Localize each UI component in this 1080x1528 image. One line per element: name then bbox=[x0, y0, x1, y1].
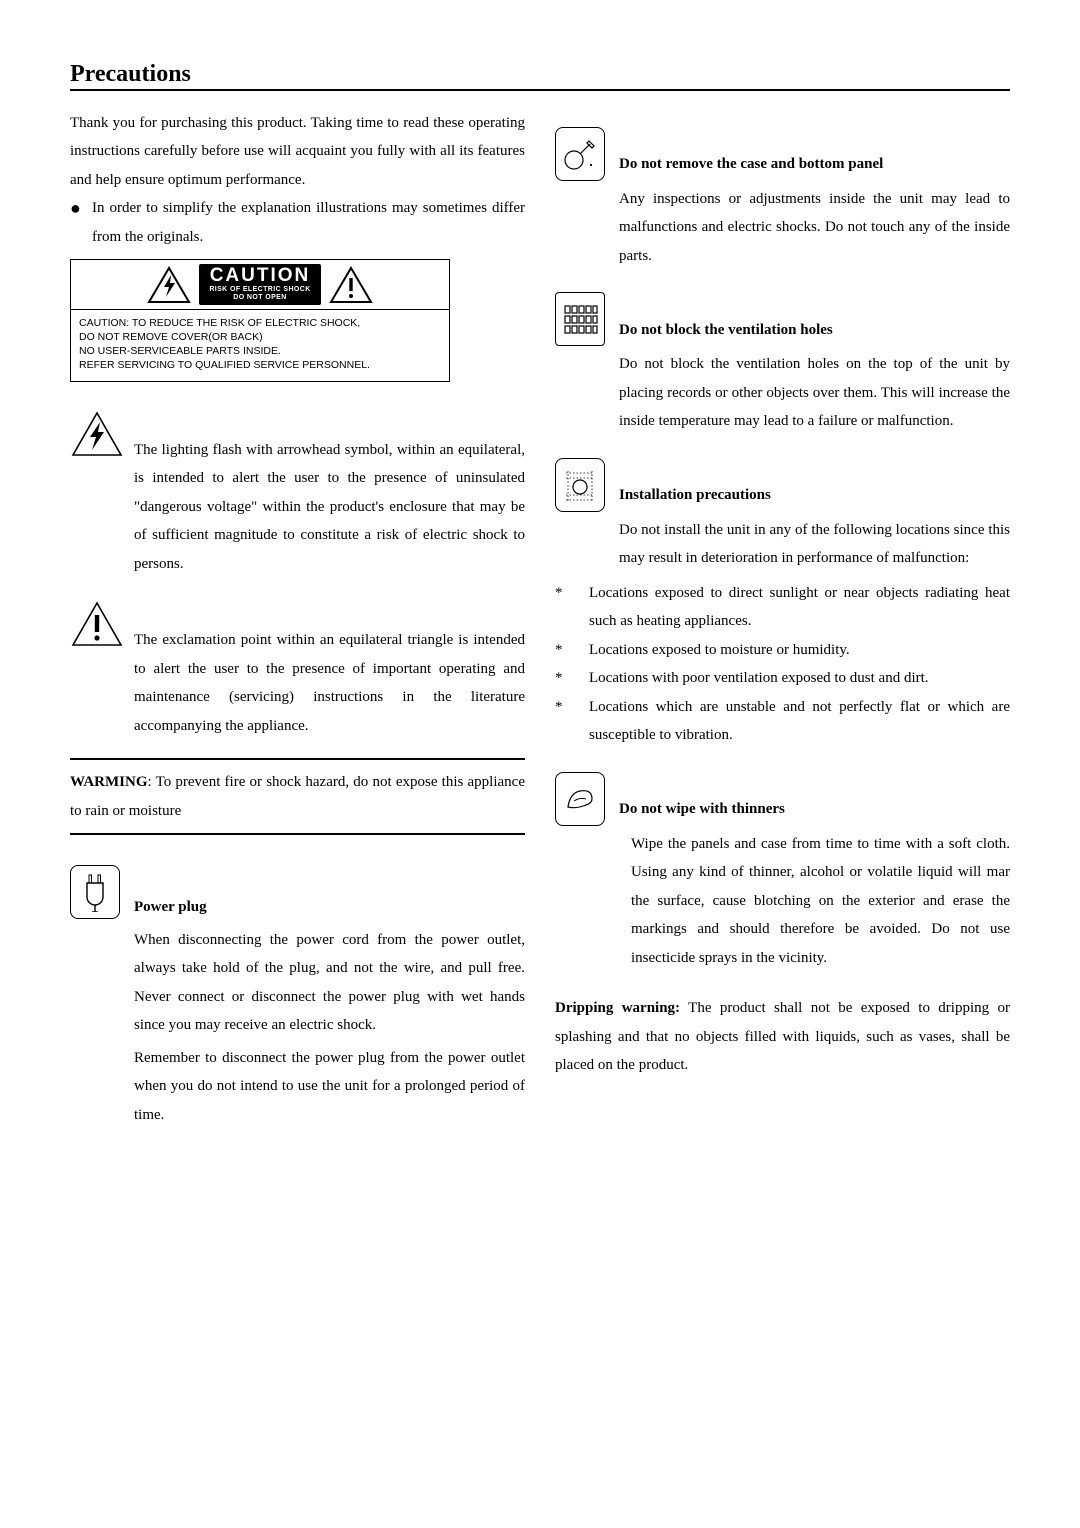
caution-sm-line1: RISK OF ELECTRIC SHOCK bbox=[209, 286, 310, 293]
divider bbox=[70, 758, 525, 760]
ventilation-title: Do not block the ventilation holes bbox=[619, 316, 833, 347]
list-item-text: Locations exposed to direct sunlight or … bbox=[589, 579, 1010, 636]
thinners-body: Wipe the panels and case from time to ti… bbox=[555, 830, 1010, 973]
exclamation-triangle-large-icon bbox=[70, 600, 124, 648]
case-panel-title: Do not remove the case and bottom panel bbox=[619, 150, 883, 181]
power-plug-p1: When disconnecting the power cord from t… bbox=[134, 926, 525, 1040]
caution-bottom-4: REFER SERVICING TO QUALIFIED SERVICE PER… bbox=[79, 358, 441, 372]
power-plug-p2: Remember to disconnect the power plug fr… bbox=[134, 1044, 525, 1130]
page-title: Precautions bbox=[70, 60, 193, 89]
power-plug-title: Power plug bbox=[134, 893, 525, 922]
installation-icon bbox=[555, 458, 605, 512]
bullet-marker: ● bbox=[70, 194, 92, 251]
caution-bottom-3: NO USER-SERVICEABLE PARTS INSIDE. bbox=[79, 344, 441, 358]
star-marker: * bbox=[555, 579, 589, 636]
caution-bottom-1: CAUTION: TO REDUCE THE RISK OF ELECTRIC … bbox=[79, 316, 441, 330]
ventilation-body: Do not block the ventilation holes on th… bbox=[555, 350, 1010, 436]
installation-title: Installation precautions bbox=[619, 481, 771, 512]
list-item-text: Locations which are unstable and not per… bbox=[589, 693, 1010, 750]
list-item-text: Locations with poor ventilation exposed … bbox=[589, 664, 1010, 693]
divider bbox=[70, 833, 525, 835]
list-item: *Locations exposed to direct sunlight or… bbox=[555, 579, 1010, 636]
lightning-symbol-text: The lighting flash with arrowhead symbol… bbox=[134, 410, 525, 579]
warming-paragraph: WARMING: To prevent fire or shock hazard… bbox=[70, 768, 525, 825]
caution-bottom-2: DO NOT REMOVE COVER(OR BACK) bbox=[79, 330, 441, 344]
exclamation-symbol-text: The exclamation point within an equilate… bbox=[134, 600, 525, 740]
star-marker: * bbox=[555, 664, 589, 693]
star-marker: * bbox=[555, 693, 589, 750]
installation-body: Do not install the unit in any of the fo… bbox=[555, 516, 1010, 573]
list-item: *Locations with poor ventilation exposed… bbox=[555, 664, 1010, 693]
caution-sm-line2: DO NOT OPEN bbox=[209, 294, 310, 301]
caution-big-label: CAUTION bbox=[209, 266, 310, 286]
hand-wipe-icon bbox=[555, 772, 605, 826]
dripping-warning: Dripping warning: The product shall not … bbox=[555, 994, 1010, 1080]
screwdriver-icon bbox=[555, 127, 605, 181]
intro-text: Thank you for purchasing this product. T… bbox=[70, 109, 525, 195]
lightning-triangle-large-icon bbox=[70, 410, 124, 458]
exclamation-triangle-icon bbox=[329, 266, 373, 304]
list-item: *Locations which are unstable and not pe… bbox=[555, 693, 1010, 750]
bullet-text: In order to simplify the explanation ill… bbox=[92, 194, 525, 251]
caution-label-box: CAUTION RISK OF ELECTRIC SHOCK DO NOT OP… bbox=[70, 259, 450, 381]
lightning-triangle-icon bbox=[147, 266, 191, 304]
star-marker: * bbox=[555, 636, 589, 665]
thinners-title: Do not wipe with thinners bbox=[619, 795, 785, 826]
list-item: *Locations exposed to moisture or humidi… bbox=[555, 636, 1010, 665]
ventilation-icon bbox=[555, 292, 605, 346]
power-plug-icon bbox=[70, 865, 120, 919]
case-panel-body: Any inspections or adjustments inside th… bbox=[555, 185, 1010, 271]
list-item-text: Locations exposed to moisture or humidit… bbox=[589, 636, 1010, 665]
